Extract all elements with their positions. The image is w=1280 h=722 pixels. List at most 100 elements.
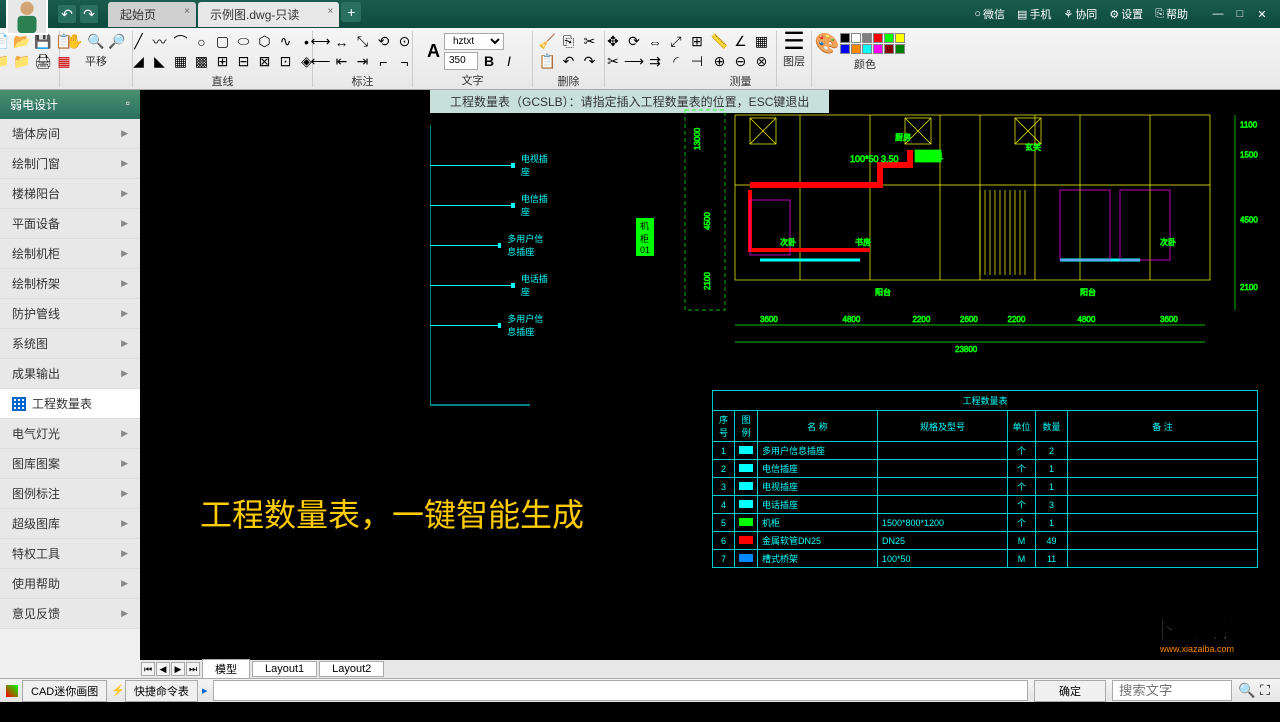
sidebar-item[interactable]: 防护管线▶ <box>0 299 140 329</box>
italic-icon[interactable]: I <box>500 52 518 70</box>
app-name-button[interactable]: CAD迷你画图 <box>22 680 107 702</box>
mirror-icon[interactable]: ⇔ <box>646 33 664 51</box>
nav-forward-icon[interactable]: ↷ <box>80 5 98 23</box>
tab-last-icon[interactable]: ⏭ <box>186 662 200 676</box>
array-icon[interactable]: ⊞ <box>688 33 706 51</box>
extend-icon[interactable]: ⟶ <box>625 53 643 71</box>
maximize-icon[interactable]: □ <box>1230 6 1250 22</box>
hand-icon[interactable]: ✋ <box>66 33 84 51</box>
sidebar-item[interactable]: 特权工具▶ <box>0 539 140 569</box>
redo2-icon[interactable]: ↷ <box>581 53 599 71</box>
color-swatch[interactable] <box>851 44 861 54</box>
circle-icon[interactable]: ○ <box>193 33 211 51</box>
m6-icon[interactable]: ⊗ <box>753 53 771 71</box>
sidebar-item[interactable]: 工程数量表 <box>0 389 140 419</box>
link-help[interactable]: ⎘帮助 <box>1155 6 1188 22</box>
add-tab-button[interactable]: + <box>341 2 361 22</box>
color-swatch[interactable] <box>840 44 850 54</box>
scale-icon[interactable]: ⤢ <box>667 33 685 51</box>
ct4-icon[interactable]: ▩ <box>193 53 211 71</box>
dim6-icon[interactable]: ⟵ <box>312 53 330 71</box>
sidebar-item[interactable]: 墙体房间▶ <box>0 119 140 149</box>
m5-icon[interactable]: ⊖ <box>732 53 750 71</box>
drawing-canvas[interactable]: 工程数量表（GCSLB）：请指定插入工程数量表的位置，ESC键退出 电视插座电信… <box>140 90 1280 678</box>
sidebar-item[interactable]: 使用帮助▶ <box>0 569 140 599</box>
break-icon[interactable]: ⊣ <box>688 53 706 71</box>
ct3-icon[interactable]: ▦ <box>172 53 190 71</box>
dim8-icon[interactable]: ⇥ <box>354 53 372 71</box>
move-icon[interactable]: ✥ <box>604 33 622 51</box>
layer-icon[interactable]: ☰ <box>785 33 803 51</box>
offset-icon[interactable]: ⇉ <box>646 53 664 71</box>
zoom-out-icon[interactable]: 🔎 <box>108 33 126 51</box>
color-swatch[interactable] <box>862 33 872 43</box>
polyline-icon[interactable]: 〰 <box>151 33 169 51</box>
ok-button[interactable]: 确定 <box>1034 680 1106 702</box>
color-swatch[interactable] <box>873 33 883 43</box>
text-icon[interactable]: A <box>427 41 440 62</box>
sidebar-header[interactable]: 弱电设计▫ <box>0 90 140 119</box>
layout-tab-2[interactable]: Layout2 <box>319 661 384 677</box>
copy2-icon[interactable]: ⎘ <box>560 33 578 51</box>
ellipse-icon[interactable]: ⬭ <box>235 33 253 51</box>
close-window-icon[interactable]: ✕ <box>1252 6 1272 22</box>
line-icon[interactable]: ╱ <box>130 33 148 51</box>
ct7-icon[interactable]: ⊠ <box>256 53 274 71</box>
minimize-icon[interactable]: — <box>1208 6 1228 22</box>
print-icon[interactable]: 🖨 <box>34 53 52 71</box>
dim3-icon[interactable]: ⤡ <box>354 33 372 51</box>
link-wechat[interactable]: ○微信 <box>974 6 1005 22</box>
angle-icon[interactable]: ∠ <box>732 33 750 51</box>
sidebar-item[interactable]: 平面设备▶ <box>0 209 140 239</box>
folder-icon[interactable]: 📁 <box>0 53 10 71</box>
color-swatch[interactable] <box>895 33 905 43</box>
cut-icon[interactable]: ✂ <box>581 33 599 51</box>
layout-tab-model[interactable]: 模型 <box>202 659 250 678</box>
ct2-icon[interactable]: ◣ <box>151 53 169 71</box>
spline-icon[interactable]: ∿ <box>277 33 295 51</box>
erase-icon[interactable]: 🧹 <box>539 33 557 51</box>
sidebar-item[interactable]: 成果输出▶ <box>0 359 140 389</box>
color-swatch[interactable] <box>873 44 883 54</box>
rotate-icon[interactable]: ⟳ <box>625 33 643 51</box>
palette-icon[interactable]: 🎨 <box>818 34 836 52</box>
fillet-icon[interactable]: ◜ <box>667 53 685 71</box>
zoom-in-icon[interactable]: 🔍 <box>87 33 105 51</box>
sidebar-item[interactable]: 电气灯光▶ <box>0 419 140 449</box>
tab-prev-icon[interactable]: ◀ <box>156 662 170 676</box>
font-name-select[interactable]: hztxt <box>444 33 504 50</box>
dim7-icon[interactable]: ⇤ <box>333 53 351 71</box>
sidebar-item[interactable]: 系统图▶ <box>0 329 140 359</box>
expand-icon[interactable]: ⛶ <box>1256 682 1274 700</box>
search-input[interactable] <box>1112 680 1232 701</box>
ct1-icon[interactable]: ◢ <box>130 53 148 71</box>
ct6-icon[interactable]: ⊟ <box>235 53 253 71</box>
font-size-input[interactable] <box>444 52 478 70</box>
dim2-icon[interactable]: ↔ <box>333 33 351 51</box>
dim5-icon[interactable]: ⊙ <box>396 33 414 51</box>
color-swatch[interactable] <box>884 33 894 43</box>
area-icon[interactable]: ▦ <box>753 33 771 51</box>
dim9-icon[interactable]: ⌐ <box>375 53 393 71</box>
tab-start[interactable]: 起始页× <box>108 2 196 27</box>
color-swatch[interactable] <box>884 44 894 54</box>
color-swatch[interactable] <box>851 33 861 43</box>
ruler-icon[interactable]: 📏 <box>711 33 729 51</box>
color-swatch[interactable] <box>862 44 872 54</box>
undo2-icon[interactable]: ↶ <box>560 53 578 71</box>
sidebar-item[interactable]: 超级图库▶ <box>0 509 140 539</box>
close-icon[interactable]: × <box>328 6 334 17</box>
rect-icon[interactable]: ▢ <box>214 33 232 51</box>
dim4-icon[interactable]: ⟲ <box>375 33 393 51</box>
tab-next-icon[interactable]: ▶ <box>171 662 185 676</box>
m4-icon[interactable]: ⊕ <box>711 53 729 71</box>
tab-drawing[interactable]: 示例图.dwg-只读× <box>198 2 339 27</box>
ct5-icon[interactable]: ⊞ <box>214 53 232 71</box>
dim10-icon[interactable]: ¬ <box>396 53 414 71</box>
sidebar-item[interactable]: 图库图案▶ <box>0 449 140 479</box>
link-mobile[interactable]: ▤手机 <box>1017 6 1051 22</box>
polygon-icon[interactable]: ⬡ <box>256 33 274 51</box>
trim-icon[interactable]: ✂ <box>604 53 622 71</box>
command-input[interactable] <box>213 680 1028 701</box>
arc-icon[interactable]: ⌒ <box>172 33 190 51</box>
